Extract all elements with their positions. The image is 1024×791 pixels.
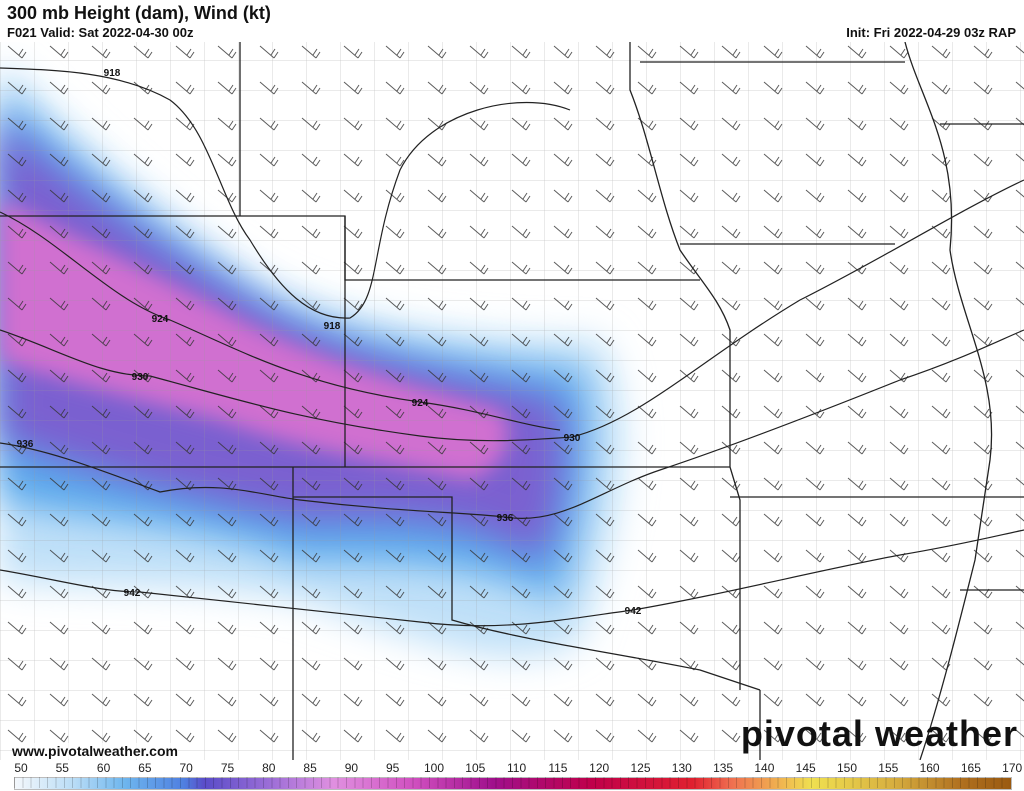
contour-label: 936 bbox=[17, 439, 34, 450]
colorbar-tick: 160 bbox=[919, 761, 940, 775]
colorbar-grid bbox=[14, 777, 1010, 788]
colorbar-tick: 150 bbox=[836, 761, 858, 775]
colorbar-tick: 135 bbox=[713, 761, 734, 775]
colorbar-tick: 55 bbox=[55, 761, 69, 775]
site-url[interactable]: www.pivotalweather.com bbox=[12, 743, 178, 759]
colorbar-tick: 125 bbox=[630, 761, 651, 775]
contour-label: 942 bbox=[625, 606, 642, 617]
colorbar-tick: 50 bbox=[14, 761, 28, 775]
contour-label: 918 bbox=[104, 68, 121, 79]
colorbar-tick: 130 bbox=[671, 761, 692, 775]
colorbar-tick: 85 bbox=[303, 761, 317, 775]
colorbar: 50 55 60 65 70 75 80 85 90 95 100 105 110 115 120 125 13… bbox=[0, 760, 1024, 791]
contour-label: 924 bbox=[412, 398, 429, 409]
colorbar-tick: 90 bbox=[344, 761, 359, 775]
contour-label: 930 bbox=[132, 372, 149, 383]
contour-label: 924 bbox=[152, 314, 169, 325]
colorbar-ramp bbox=[14, 777, 1012, 790]
state-borders bbox=[0, 42, 1024, 760]
colorbar-tick: 95 bbox=[386, 761, 400, 775]
contour-label: 936 bbox=[497, 513, 514, 524]
valid-time: F021 Valid: Sat 2022-04-30 00z bbox=[7, 25, 194, 40]
colorbar-tick: 100 bbox=[423, 761, 445, 775]
colorbar-tick: 140 bbox=[754, 761, 775, 775]
colorbar-tick: 60 bbox=[96, 761, 111, 775]
colorbar-tick: 75 bbox=[220, 761, 235, 775]
contour-label: 918 bbox=[324, 321, 341, 332]
colorbar-tick: 115 bbox=[548, 761, 568, 775]
contour-label: 930 bbox=[564, 433, 581, 444]
colorbar-tick: 120 bbox=[589, 761, 610, 775]
colorbar-tick: 65 bbox=[138, 761, 152, 775]
contour-label: 942 bbox=[124, 588, 141, 599]
colorbar-tick: 80 bbox=[262, 761, 276, 775]
colorbar-tick: 110 bbox=[507, 761, 527, 775]
contour-labels: 918 918 924 924 930 930 936 936 942 942 bbox=[17, 68, 642, 617]
colorbar-tick: 145 bbox=[795, 761, 816, 775]
colorbar-tick: 70 bbox=[179, 761, 193, 775]
colorbar-tick: 155 bbox=[878, 761, 899, 775]
map-title: 300 mb Height (dam), Wind (kt) bbox=[7, 3, 271, 23]
height-contours bbox=[0, 67, 1024, 627]
colorbar-tick: 105 bbox=[465, 761, 486, 775]
colorbar-tick: 165 bbox=[960, 761, 981, 775]
init-time: Init: Fri 2022-04-29 03z RAP bbox=[846, 25, 1016, 40]
weather-map[interactable]: 918 918 924 924 930 930 936 936 942 942 bbox=[0, 42, 1024, 760]
colorbar-tick: 170 bbox=[1002, 761, 1023, 775]
pivotal-weather-logo: pivotal weather bbox=[740, 713, 1018, 754]
